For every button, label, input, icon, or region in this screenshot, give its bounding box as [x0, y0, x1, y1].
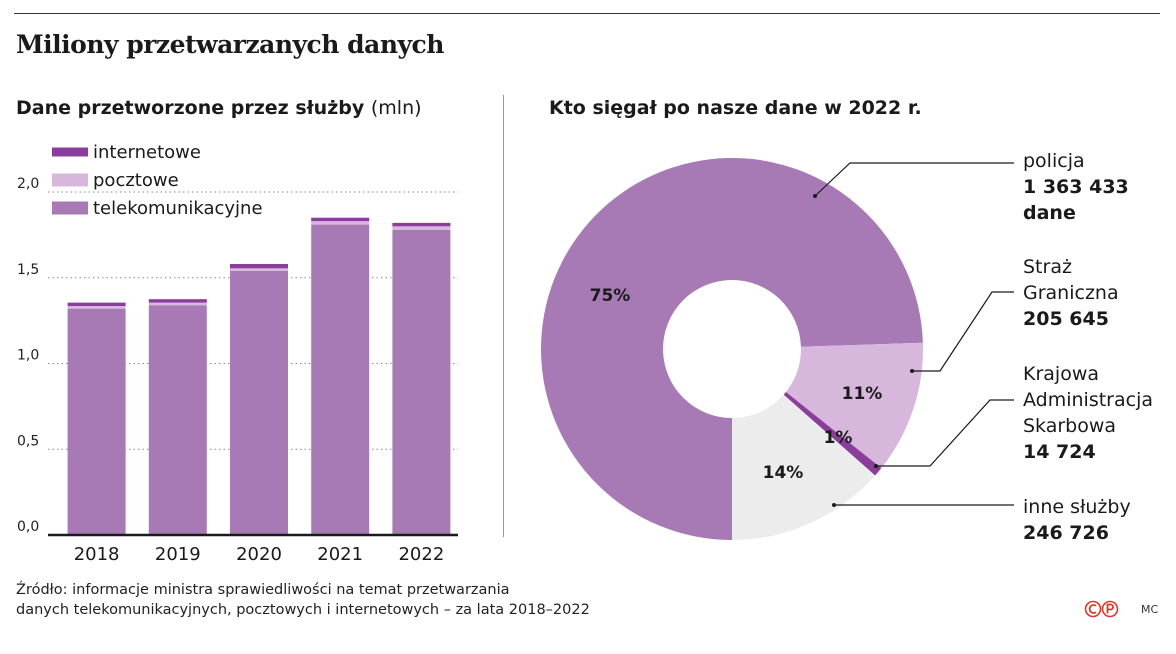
callout-value-kas: 14 724: [1023, 441, 1096, 463]
bar-chart-title-text: Dane przetworzone przez służby: [16, 97, 365, 119]
source-line-1: Źródło: informacje ministra sprawiedliwo…: [16, 582, 510, 598]
x-tick-label: 2018: [74, 544, 120, 565]
bar-pocztowe-2022: [392, 226, 451, 230]
source-line-2: danych telekomunikacyjnych, pocztowych i…: [16, 602, 590, 618]
legend-label-internetowe: internetowe: [93, 142, 201, 163]
callout-label-kas: Krajowa: [1023, 363, 1099, 385]
main-title: Miliony przetwarzanych danych: [16, 30, 444, 59]
callout-value-policja: dane: [1023, 202, 1076, 224]
callout-label-sg: Straż: [1023, 256, 1072, 278]
x-tick-label: 2021: [317, 544, 363, 565]
donut-chart-title: Kto sięgał po nasze dane w 2022 r.: [549, 97, 922, 119]
callout-label-sg: Graniczna: [1023, 282, 1119, 304]
leader-dot-policja: [813, 194, 817, 198]
bar-pocztowe-2019: [148, 302, 207, 306]
y-tick-label: 0,5: [17, 433, 39, 449]
callout-label-kas: Administracja: [1023, 389, 1153, 411]
bar-telekomunikacyjne-2021: [311, 224, 370, 535]
leader-line-kas: [876, 399, 1014, 467]
bar-telekomunikacyjne-2018: [67, 308, 126, 535]
bar-telekomunikacyjne-2022: [392, 229, 451, 536]
legend-swatch-pocztowe: [52, 173, 88, 187]
percent-label-inne: 14%: [763, 463, 804, 483]
source-note: Źródło: informacje ministra sprawiedliwo…: [16, 580, 590, 620]
slice-inne: [732, 394, 876, 540]
y-tick-label: 1,5: [17, 262, 39, 278]
bar-internetowe-2021: [311, 217, 370, 222]
donut-chart: 75% 11% 1% 14% policja 1 363 433 dane Straż Gran…: [541, 150, 1153, 544]
bar-internetowe-2022: [392, 222, 451, 227]
callout-label-kas: Skarbowa: [1023, 415, 1116, 437]
bar-internetowe-2019: [148, 299, 207, 303]
legend-swatch-telekomunikacyjne: [52, 201, 88, 215]
x-tick-label: 2022: [398, 544, 444, 565]
leader-line-policja: [814, 162, 1014, 197]
percent-label-sg: 11%: [842, 384, 883, 404]
leader-line-sg: [912, 291, 1014, 372]
leader-dot-sg: [910, 369, 914, 373]
leader-dot-kas: [874, 464, 878, 468]
bar-pocztowe-2018: [67, 306, 126, 309]
bar-chart-title: Dane przetworzone przez służby (mln): [16, 97, 422, 119]
callout-label-policja: policja: [1023, 150, 1085, 172]
percent-label-policja: 75%: [590, 286, 631, 306]
top-rule: [14, 13, 1160, 14]
slice-policja: [541, 158, 923, 540]
panel-separator: [503, 95, 504, 537]
slice-kas: [783, 392, 882, 476]
author-initials: MC: [1141, 603, 1159, 616]
slice-sg: [785, 342, 923, 469]
bar-chart: 0,0 0,5 1,0 1,5 2,0 2018 2019 2020 2021 2022 inter…: [17, 142, 458, 565]
callout-value-policja: 1 363 433: [1023, 176, 1129, 198]
legend-label-telekomunikacyjne: telekomunikacyjne: [93, 198, 263, 219]
callout-label-inne: inne służby: [1023, 496, 1131, 518]
callout-value-inne: 246 726: [1023, 522, 1109, 544]
leader-dot-inne: [832, 503, 836, 507]
x-tick-label: 2019: [155, 544, 201, 565]
y-tick-label: 1,0: [17, 348, 39, 364]
bar-telekomunikacyjne-2019: [148, 305, 207, 535]
cp-logo-icon: [1084, 600, 1119, 618]
bar-chart-unit: (mln): [370, 97, 422, 119]
bar-internetowe-2018: [67, 302, 126, 307]
y-tick-label: 0,0: [17, 519, 39, 535]
legend-swatch-internetowe: [52, 147, 88, 157]
bar-telekomunikacyjne-2020: [230, 270, 288, 535]
bar-pocztowe-2021: [311, 221, 370, 225]
percent-label-kas: 1%: [824, 428, 853, 448]
x-tick-label: 2020: [236, 544, 282, 565]
callout-value-sg: 205 645: [1023, 308, 1109, 330]
bar-internetowe-2020: [230, 264, 288, 269]
y-tick-label: 2,0: [17, 176, 39, 192]
legend-label-pocztowe: pocztowe: [93, 170, 179, 191]
bar-pocztowe-2020: [230, 268, 288, 271]
